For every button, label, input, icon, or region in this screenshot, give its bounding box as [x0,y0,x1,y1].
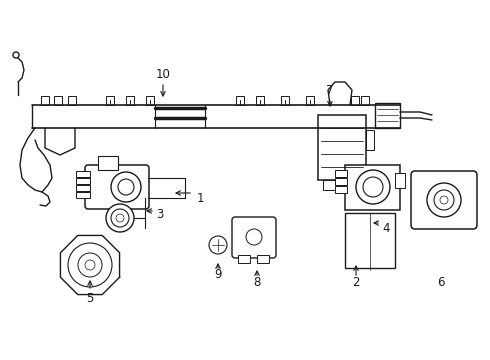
Text: 7: 7 [326,84,334,96]
Circle shape [363,177,383,197]
Bar [345,165,400,210]
Bar [257,255,269,263]
Bar [375,103,400,128]
Bar [54,96,62,105]
Circle shape [116,214,124,222]
Bar [76,178,90,184]
Bar [76,185,90,191]
Bar [395,173,405,188]
Text: 9: 9 [214,269,222,282]
Circle shape [209,236,227,254]
Bar [323,180,338,190]
Text: 10: 10 [155,68,171,81]
Bar [343,180,358,190]
Bar [41,96,49,105]
Text: 2: 2 [352,275,360,288]
Bar [68,96,76,105]
Circle shape [13,52,19,58]
Circle shape [118,179,134,195]
Circle shape [106,204,134,232]
FancyBboxPatch shape [411,171,477,229]
Bar [146,96,154,105]
Circle shape [68,243,112,287]
Bar [238,255,250,263]
Circle shape [85,260,95,270]
Bar [345,213,395,268]
FancyBboxPatch shape [85,165,149,209]
Bar [236,96,244,105]
Bar [351,96,359,105]
FancyBboxPatch shape [232,217,276,258]
Text: 4: 4 [382,221,390,234]
Circle shape [356,170,390,204]
Bar [106,96,114,105]
Bar [335,186,347,193]
Bar [281,96,289,105]
Bar [335,178,347,185]
Bar [361,96,369,105]
Text: 6: 6 [437,275,445,288]
Text: 1: 1 [196,192,204,204]
Circle shape [434,190,454,210]
Bar [126,96,134,105]
Bar [335,170,347,177]
Circle shape [246,229,262,245]
Circle shape [440,196,448,204]
Circle shape [427,183,461,217]
Circle shape [111,209,129,227]
Bar [76,192,90,198]
Circle shape [111,172,141,202]
Bar [76,171,90,177]
Bar [98,156,118,170]
Bar [318,115,366,180]
Bar [256,96,264,105]
Bar [306,96,314,105]
Bar [366,130,374,150]
Text: 8: 8 [253,275,261,288]
Circle shape [78,253,102,277]
Text: 3: 3 [156,208,164,221]
Text: 5: 5 [86,292,94,305]
